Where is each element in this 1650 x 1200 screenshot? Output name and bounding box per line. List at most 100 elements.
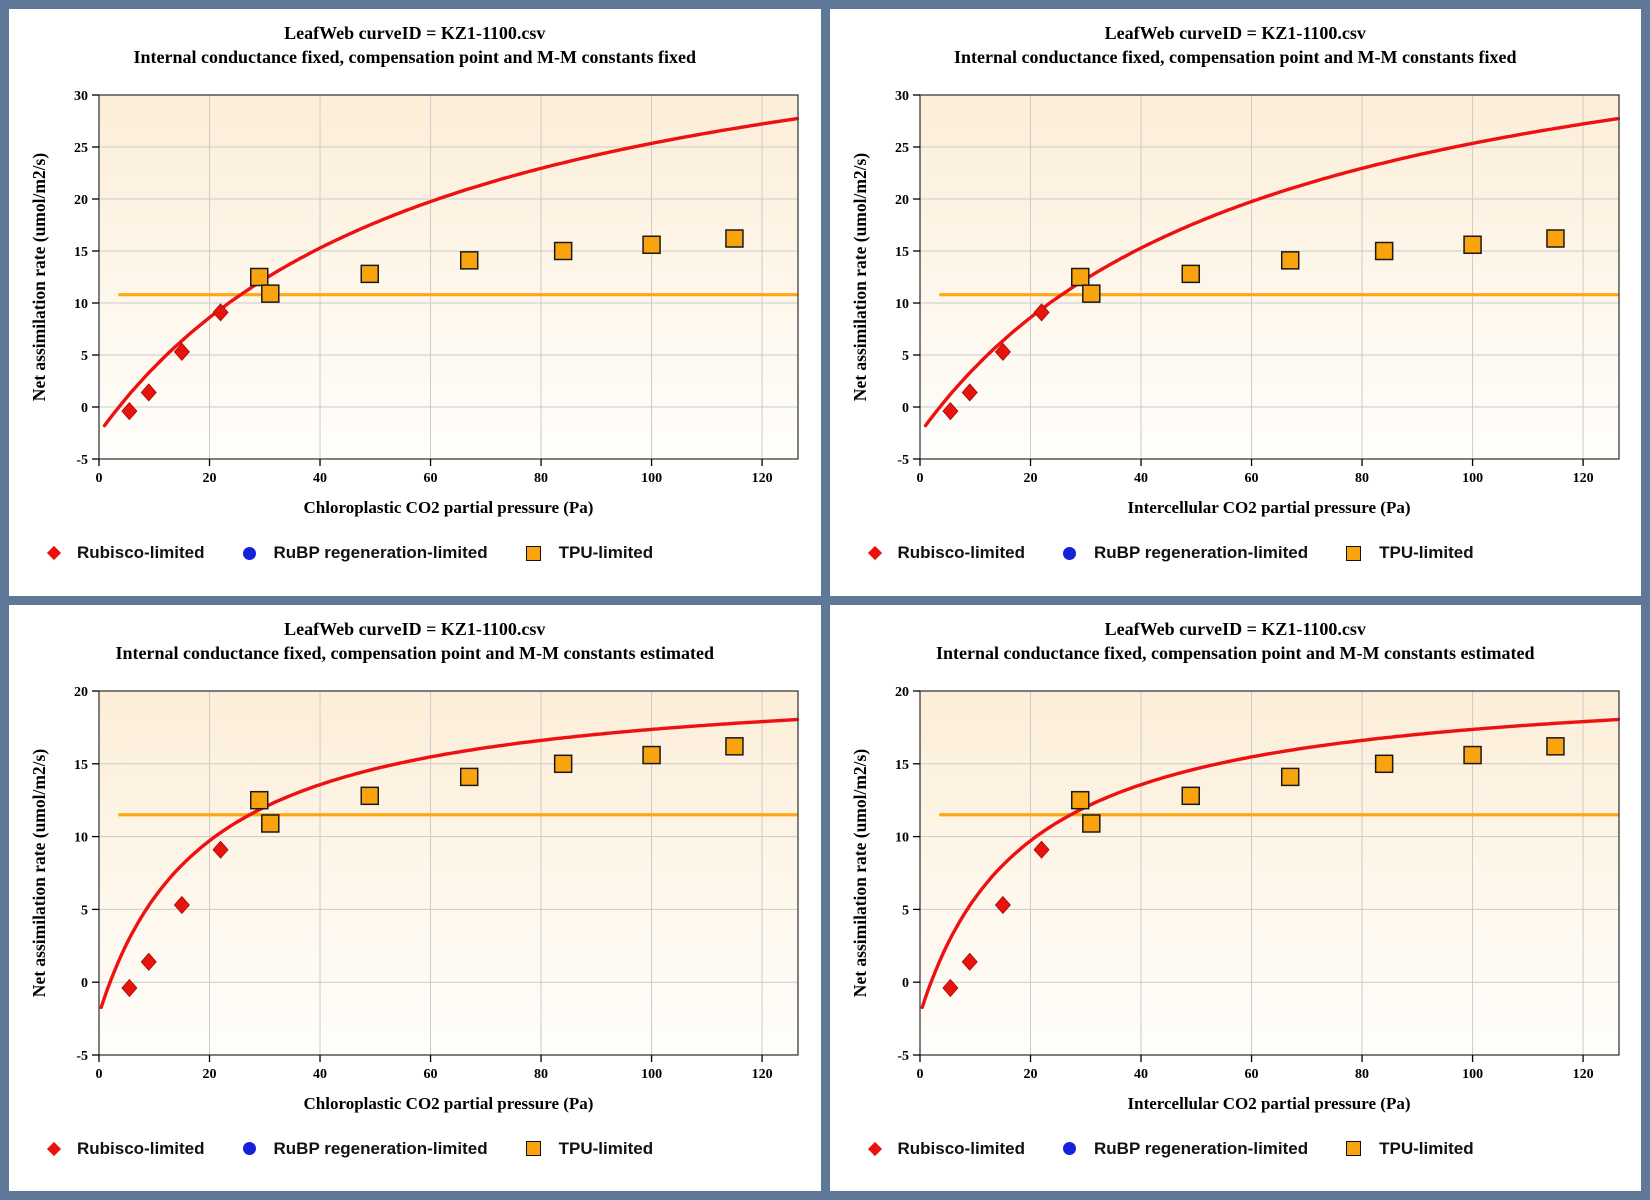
svg-text:Net assimilation rate (umol/m2: Net assimilation rate (umol/m2/s): [850, 748, 870, 997]
panel-bottom-left: LeafWeb curveID = KZ1-1100.csv Internal …: [9, 604, 821, 1191]
rubp-circle-icon: [1063, 1142, 1077, 1155]
svg-text:120: 120: [752, 1067, 773, 1082]
svg-text:120: 120: [752, 471, 773, 486]
panel-bottom-right: LeafWeb curveID = KZ1-1100.csv Internal …: [829, 604, 1641, 1191]
legend-label: RuBP regeneration-limited: [1094, 543, 1309, 562]
svg-text:30: 30: [895, 89, 909, 104]
plot-top-left: 0 20 40 60 80 100 120 -5 0 5 10 15 20 25 30 Net assimil…: [29, 89, 800, 486]
svg-text:100: 100: [1462, 471, 1483, 486]
rubp-circle-icon: [1063, 546, 1077, 560]
svg-text:80: 80: [1355, 1067, 1369, 1082]
legend-label: RuBP regeneration-limited: [273, 543, 488, 562]
svg-text:20: 20: [203, 1067, 217, 1082]
svg-text:80: 80: [534, 471, 548, 486]
svg-text:25: 25: [895, 141, 909, 156]
svg-text:Net assimilation rate (umol/m2: Net assimilation rate (umol/m2/s): [850, 153, 870, 402]
svg-text:5: 5: [81, 349, 88, 364]
svg-text:10: 10: [895, 830, 909, 845]
svg-text:0: 0: [81, 976, 88, 991]
legend-label: RuBP regeneration-limited: [273, 1138, 488, 1158]
legend: Rubisco-limited RuBP regeneration-limite…: [46, 543, 653, 563]
svg-text:60: 60: [1244, 1067, 1258, 1082]
legend: Rubisco-limited RuBP regeneration-limite…: [867, 543, 1474, 563]
svg-text:5: 5: [902, 349, 909, 364]
svg-text:0: 0: [96, 471, 103, 486]
svg-text:15: 15: [895, 757, 909, 772]
svg-text:0: 0: [96, 1067, 103, 1082]
svg-text:0: 0: [902, 401, 909, 416]
svg-text:10: 10: [895, 297, 909, 312]
svg-text:40: 40: [313, 471, 327, 486]
legend-item-rubp: RuBP regeneration-limited: [1063, 543, 1308, 563]
svg-text:Net assimilation rate (umol/m2: Net assimilation rate (umol/m2/s): [29, 748, 49, 997]
rubisco-diamond-icon: [867, 545, 882, 561]
svg-text:120: 120: [1572, 1067, 1593, 1082]
panel-top-right: LeafWeb curveID = KZ1-1100.csv Internal …: [829, 9, 1641, 596]
svg-text:40: 40: [1134, 471, 1148, 486]
svg-text:-5: -5: [897, 1049, 909, 1064]
panel-title: LeafWeb curveID = KZ1-1100.csv: [1104, 23, 1366, 43]
panel-subtitle: Internal conductance fixed, compensation…: [115, 642, 715, 663]
svg-text:20: 20: [203, 471, 217, 486]
svg-text:15: 15: [895, 245, 909, 260]
legend-label: Rubisco-limited: [897, 1138, 1026, 1158]
rubisco-diamond-icon: [867, 1141, 882, 1156]
panel-title: LeafWeb curveID = KZ1-1100.csv: [284, 618, 546, 639]
svg-text:80: 80: [534, 1067, 548, 1082]
svg-text:-5: -5: [897, 453, 909, 468]
svg-text:100: 100: [641, 471, 662, 486]
svg-text:40: 40: [1134, 1067, 1148, 1082]
legend-item-tpu: TPU-limited: [1346, 543, 1474, 563]
rubp-circle-icon: [242, 546, 256, 560]
legend-label: Rubisco-limited: [897, 543, 1026, 562]
svg-text:Net assimilation rate (umol/m2: Net assimilation rate (umol/m2/s): [29, 153, 49, 402]
rubisco-diamond-icon: [46, 545, 62, 561]
legend-item-rubp: RuBP regeneration-limited: [242, 543, 488, 563]
svg-text:5: 5: [902, 903, 909, 918]
legend-item-tpu: TPU-limited: [525, 543, 653, 563]
legend: Rubisco-limited RuBP regeneration-limite…: [46, 1138, 653, 1159]
plot-bottom-right: 0 20 40 60 80 100 120 -5 0 5 10 15 20 Net assimilatio…: [850, 685, 1620, 1082]
legend-item-rubisco: Rubisco-limited: [46, 543, 205, 563]
svg-text:120: 120: [1572, 471, 1593, 486]
svg-text:0: 0: [916, 471, 923, 486]
plot-top-right: 0 20 40 60 80 100 120 -5 0 5 10 15 20 25 30 Net assimil…: [850, 89, 1620, 486]
panel-subtitle: Internal conductance fixed, compensation…: [133, 47, 696, 67]
svg-text:100: 100: [1462, 1067, 1483, 1082]
legend-label: Rubisco-limited: [77, 543, 205, 562]
svg-text:0: 0: [902, 976, 909, 991]
legend-label: TPU-limited: [1379, 1138, 1474, 1158]
legend-item-rubisco: Rubisco-limited: [867, 1138, 1026, 1159]
svg-text:0: 0: [916, 1067, 923, 1082]
x-axis-label: Chloroplastic CO2 partial pressure (Pa): [303, 1093, 594, 1113]
svg-text:60: 60: [1244, 471, 1258, 486]
tpu-square-icon: [1346, 545, 1362, 561]
svg-text:15: 15: [74, 757, 88, 772]
svg-text:30: 30: [74, 89, 88, 104]
legend-item-rubp: RuBP regeneration-limited: [1063, 1139, 1308, 1159]
legend: Rubisco-limited RuBP regeneration-limite…: [867, 1138, 1474, 1159]
legend-item-tpu: TPU-limited: [525, 1139, 653, 1159]
svg-text:15: 15: [74, 245, 88, 260]
rubp-circle-icon: [242, 1142, 256, 1155]
svg-text:20: 20: [1023, 1067, 1037, 1082]
legend-label: TPU-limited: [1379, 543, 1474, 562]
plot-bottom-left: 0 20 40 60 80 100 120 -5 0 5 10 15 20 Net assimilatio…: [29, 685, 800, 1082]
tpu-square-icon: [525, 1141, 541, 1156]
rubisco-diamond-icon: [46, 1141, 62, 1156]
legend-item-rubisco: Rubisco-limited: [867, 543, 1026, 563]
x-axis-label: Chloroplastic CO2 partial pressure (Pa): [303, 498, 594, 517]
legend-item-rubisco: Rubisco-limited: [46, 1139, 205, 1159]
panel-title: LeafWeb curveID = KZ1-1100.csv: [1104, 618, 1366, 639]
svg-text:20: 20: [1023, 471, 1037, 486]
x-axis-label: Intercellular CO2 partial pressure (Pa): [1127, 498, 1411, 517]
svg-text:80: 80: [1355, 471, 1369, 486]
svg-text:100: 100: [641, 1067, 662, 1082]
svg-text:0: 0: [81, 401, 88, 416]
svg-text:-5: -5: [76, 453, 88, 468]
svg-text:25: 25: [74, 141, 88, 156]
legend-label: RuBP regeneration-limited: [1094, 1138, 1309, 1158]
svg-text:20: 20: [74, 193, 88, 208]
svg-text:60: 60: [424, 471, 438, 486]
